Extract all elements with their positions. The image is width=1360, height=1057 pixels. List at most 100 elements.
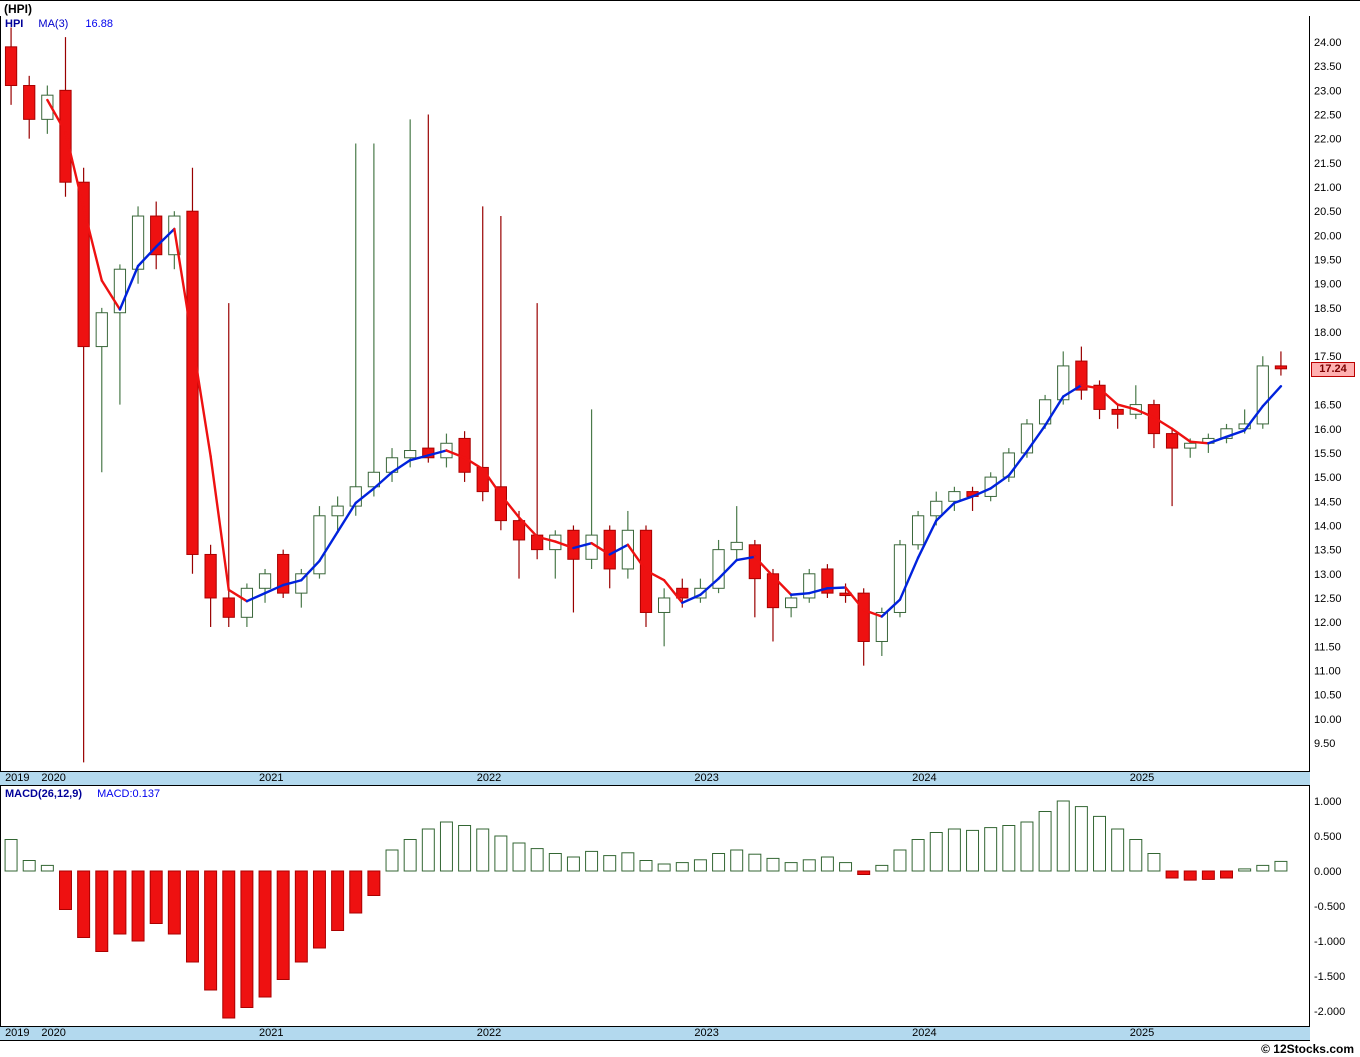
candle xyxy=(948,491,961,502)
macd-bar xyxy=(966,829,980,872)
price-tick-label: 11.00 xyxy=(1314,665,1341,677)
ma-line-segment xyxy=(789,591,811,596)
price-tick-label: 16.50 xyxy=(1314,400,1342,412)
candle xyxy=(930,500,943,517)
macd-bar xyxy=(222,870,236,1019)
candle xyxy=(1165,433,1179,449)
candle xyxy=(41,94,54,120)
ma-line-segment xyxy=(372,471,394,490)
ma-line-segment xyxy=(300,559,321,582)
candle xyxy=(658,597,671,613)
macd-bar xyxy=(675,862,689,872)
macd-bar xyxy=(1165,870,1179,879)
macd-bar xyxy=(548,853,562,872)
year-label: 2019 xyxy=(5,772,30,784)
macd-bar xyxy=(294,870,308,963)
price-tick-label: 18.00 xyxy=(1314,327,1342,339)
ma-line-segment xyxy=(354,487,376,505)
price-tick-label: 19.50 xyxy=(1314,255,1342,267)
ma-line-segment xyxy=(590,541,611,556)
macd-bar xyxy=(766,857,780,872)
ma-line-segment xyxy=(608,543,630,556)
x-axis-strip-top: 2019 2020 2021 2022 2023 2024 2025 xyxy=(0,771,1310,786)
macd-bar xyxy=(1038,811,1052,872)
ma-line-segment xyxy=(46,98,67,134)
candle xyxy=(911,515,925,546)
macd-bar xyxy=(149,870,163,924)
macd-bar xyxy=(802,859,816,872)
ma-line-segment xyxy=(463,456,484,471)
candle xyxy=(95,312,108,348)
year-label: 2024 xyxy=(912,772,937,784)
macd-bar xyxy=(1220,870,1233,879)
ma-line-segment xyxy=(953,495,974,505)
ma-line-segment xyxy=(1098,387,1119,406)
macd-bar xyxy=(77,870,91,938)
ma-line-segment xyxy=(1261,385,1283,408)
price-tick-label: 12.00 xyxy=(1314,617,1342,629)
ma-line-segment xyxy=(808,587,829,595)
last-price-tag: 17.24 xyxy=(1311,361,1355,377)
candle xyxy=(277,553,290,594)
ma-line-segment xyxy=(481,467,503,497)
macd-tick-label: -0.500 xyxy=(1314,901,1345,913)
macd-bar xyxy=(1256,864,1270,872)
macd-value: MACD:0.137 xyxy=(97,788,161,800)
macd-bar xyxy=(59,870,72,910)
macd-bar xyxy=(566,856,580,872)
macd-bar xyxy=(784,862,798,872)
ma-line-segment xyxy=(499,493,521,519)
ma-line-segment xyxy=(1007,450,1029,477)
macd-bar xyxy=(712,853,726,872)
macd-bar xyxy=(857,870,871,875)
ma-line-segment xyxy=(935,501,956,522)
candle xyxy=(1002,452,1015,478)
candle xyxy=(567,529,580,560)
x-axis-strip-bottom: 2019 2020 2021 2022 2023 2024 2025 xyxy=(0,1026,1310,1041)
price-tick-label: 21.00 xyxy=(1314,182,1342,194)
macd-bar xyxy=(1020,821,1034,872)
ma-line-segment xyxy=(1152,416,1174,430)
ma-line-segment xyxy=(862,608,884,618)
candle xyxy=(222,597,235,618)
ma-line-segment xyxy=(826,586,847,590)
ma-line-segment xyxy=(572,541,593,550)
year-label: 2022 xyxy=(476,1027,502,1039)
macd-bar xyxy=(1201,870,1215,880)
ma-line-segment xyxy=(916,519,938,559)
candle xyxy=(186,210,199,555)
macd-bar xyxy=(984,827,998,872)
price-tick-label: 24.00 xyxy=(1314,37,1342,49)
candle xyxy=(621,529,634,570)
macd-bar xyxy=(185,870,199,963)
year-label: 2020 xyxy=(41,1027,66,1039)
year-label: 2025 xyxy=(1129,772,1155,784)
price-tick-label: 15.50 xyxy=(1314,448,1342,460)
macd-bar xyxy=(1129,839,1143,872)
macd-bar xyxy=(730,849,744,872)
candle xyxy=(4,46,18,87)
ma-line-segment xyxy=(1189,440,1210,445)
ma-line-segment xyxy=(1043,395,1065,427)
price-tick-label: 17.50 xyxy=(1314,351,1342,363)
price-tick-label: 15.00 xyxy=(1314,472,1342,484)
candle xyxy=(730,541,743,551)
year-label: 2022 xyxy=(476,772,502,784)
macd-chart: 1.000 0.500 0.000 -0.500 -1.000 -1.500 -2.000 xyxy=(0,786,1345,1026)
price-tick-label: 22.00 xyxy=(1314,134,1342,146)
ma-line-segment xyxy=(735,555,757,562)
symbol-label: HPI xyxy=(5,18,24,30)
price-tick-label: 22.50 xyxy=(1314,110,1342,122)
ma-line-segment xyxy=(209,454,230,592)
ma-line-segment xyxy=(1025,424,1047,453)
ma-line-segment xyxy=(1080,384,1101,390)
candle xyxy=(984,476,997,497)
macd-bar xyxy=(22,860,36,872)
macd-bar xyxy=(312,870,326,949)
year-label: 2021 xyxy=(259,772,284,784)
price-tick-label: 13.50 xyxy=(1314,545,1342,557)
price-tick-label: 9.50 xyxy=(1314,738,1335,750)
macd-bar xyxy=(748,853,762,872)
ma-line-segment xyxy=(717,558,738,580)
candle xyxy=(1147,404,1161,435)
